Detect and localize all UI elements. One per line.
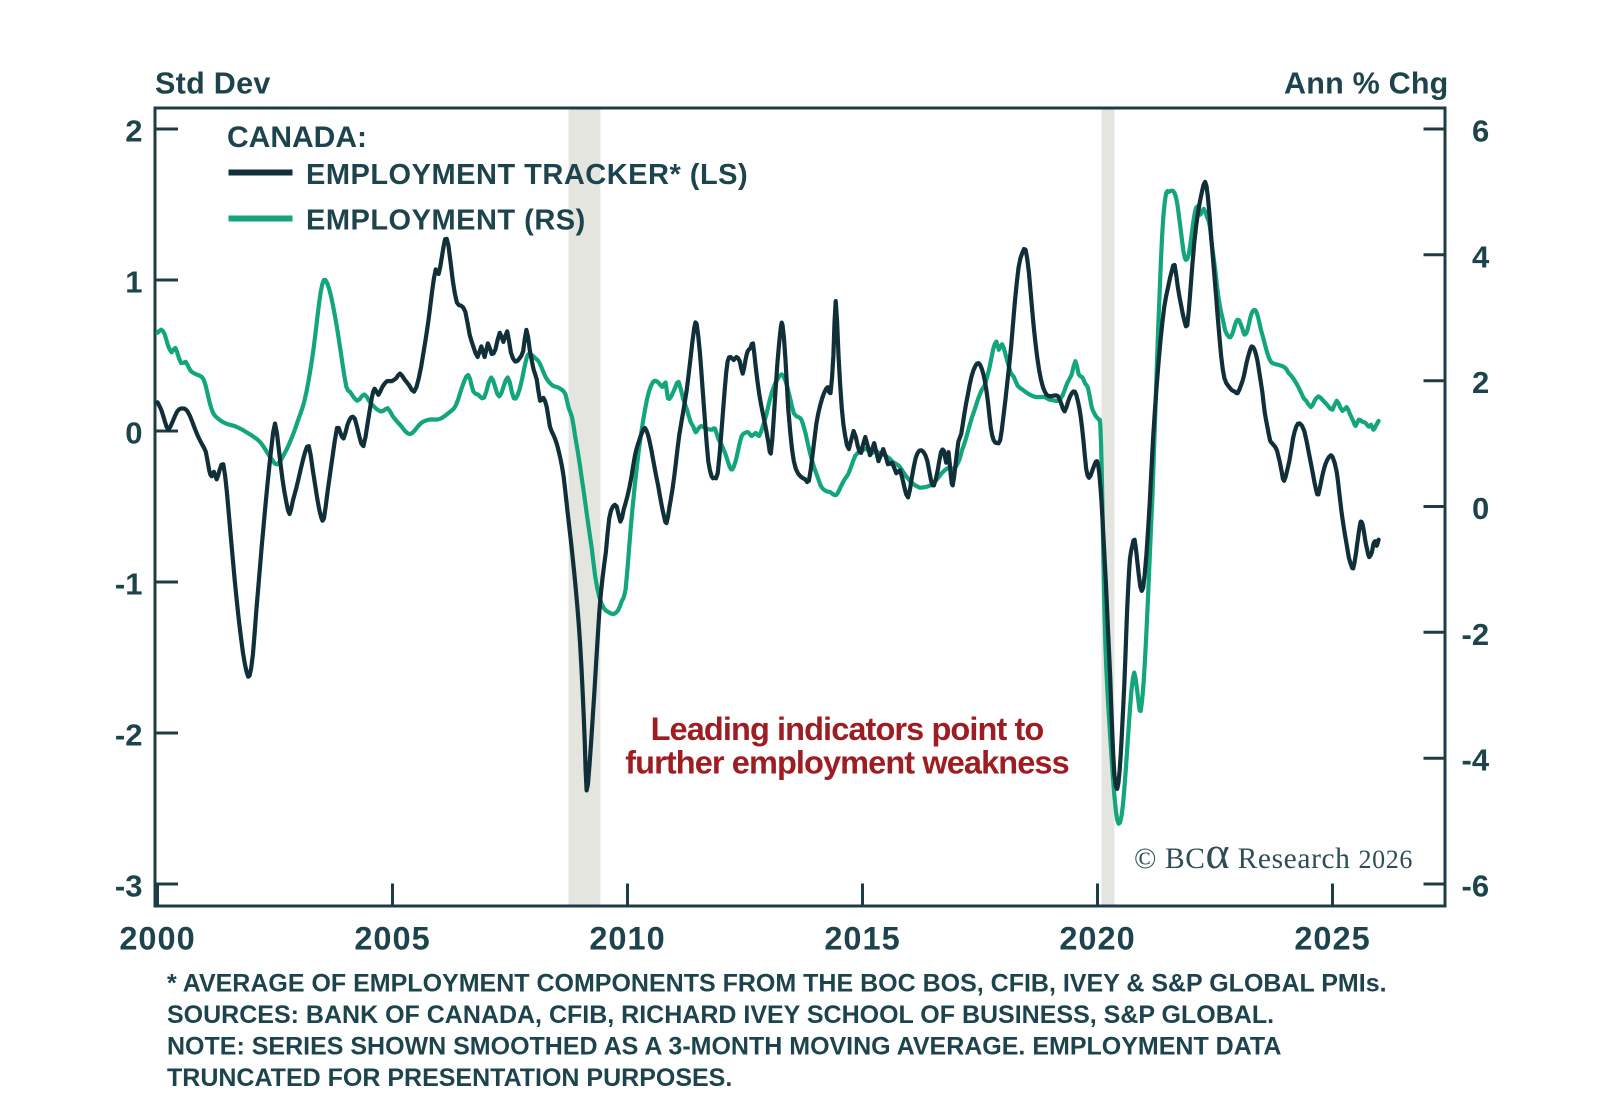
svg-text:2000: 2000 xyxy=(119,921,195,957)
svg-text:Std Dev: Std Dev xyxy=(155,67,271,101)
svg-text:0: 0 xyxy=(125,416,142,451)
svg-text:-2: -2 xyxy=(1462,617,1490,652)
svg-text:2: 2 xyxy=(125,114,142,149)
svg-text:EMPLOYMENT (RS): EMPLOYMENT (RS) xyxy=(306,205,586,237)
svg-text:6: 6 xyxy=(1472,114,1489,149)
svg-text:2: 2 xyxy=(1472,365,1489,400)
svg-text:1: 1 xyxy=(125,265,142,300)
svg-text:-2: -2 xyxy=(115,718,143,753)
svg-text:-3: -3 xyxy=(115,869,143,904)
svg-text:-6: -6 xyxy=(1462,869,1490,904)
svg-text:2020: 2020 xyxy=(1059,921,1135,957)
svg-text:CANADA:: CANADA: xyxy=(227,121,367,154)
svg-text:further employment weakness: further employment weakness xyxy=(625,745,1069,781)
svg-text:TRUNCATED FOR PRESENTATION PUR: TRUNCATED FOR PRESENTATION PURPOSES. xyxy=(167,1064,732,1092)
svg-text:EMPLOYMENT TRACKER* (LS): EMPLOYMENT TRACKER* (LS) xyxy=(306,159,748,191)
svg-text:* AVERAGE OF EMPLOYMENT COMPON: * AVERAGE OF EMPLOYMENT COMPONENTS FROM … xyxy=(167,970,1387,998)
svg-text:2025: 2025 xyxy=(1294,921,1370,957)
svg-text:Leading indicators point to: Leading indicators point to xyxy=(651,711,1044,747)
svg-text:2015: 2015 xyxy=(824,921,900,957)
svg-text:NOTE: SERIES SHOWN SMOOTHED AS: NOTE: SERIES SHOWN SMOOTHED AS A 3-MONTH… xyxy=(167,1033,1281,1061)
svg-text:-1: -1 xyxy=(115,567,143,602)
svg-text:0: 0 xyxy=(1472,491,1489,526)
svg-text:2010: 2010 xyxy=(589,921,665,957)
svg-text:2005: 2005 xyxy=(354,921,430,957)
svg-text:-4: -4 xyxy=(1462,743,1490,778)
svg-text:Ann % Chg: Ann % Chg xyxy=(1284,67,1448,101)
svg-text:SOURCES: BANK OF CANADA, CFIB,: SOURCES: BANK OF CANADA, CFIB, RICHARD I… xyxy=(167,1001,1274,1029)
svg-text:4: 4 xyxy=(1472,239,1490,274)
